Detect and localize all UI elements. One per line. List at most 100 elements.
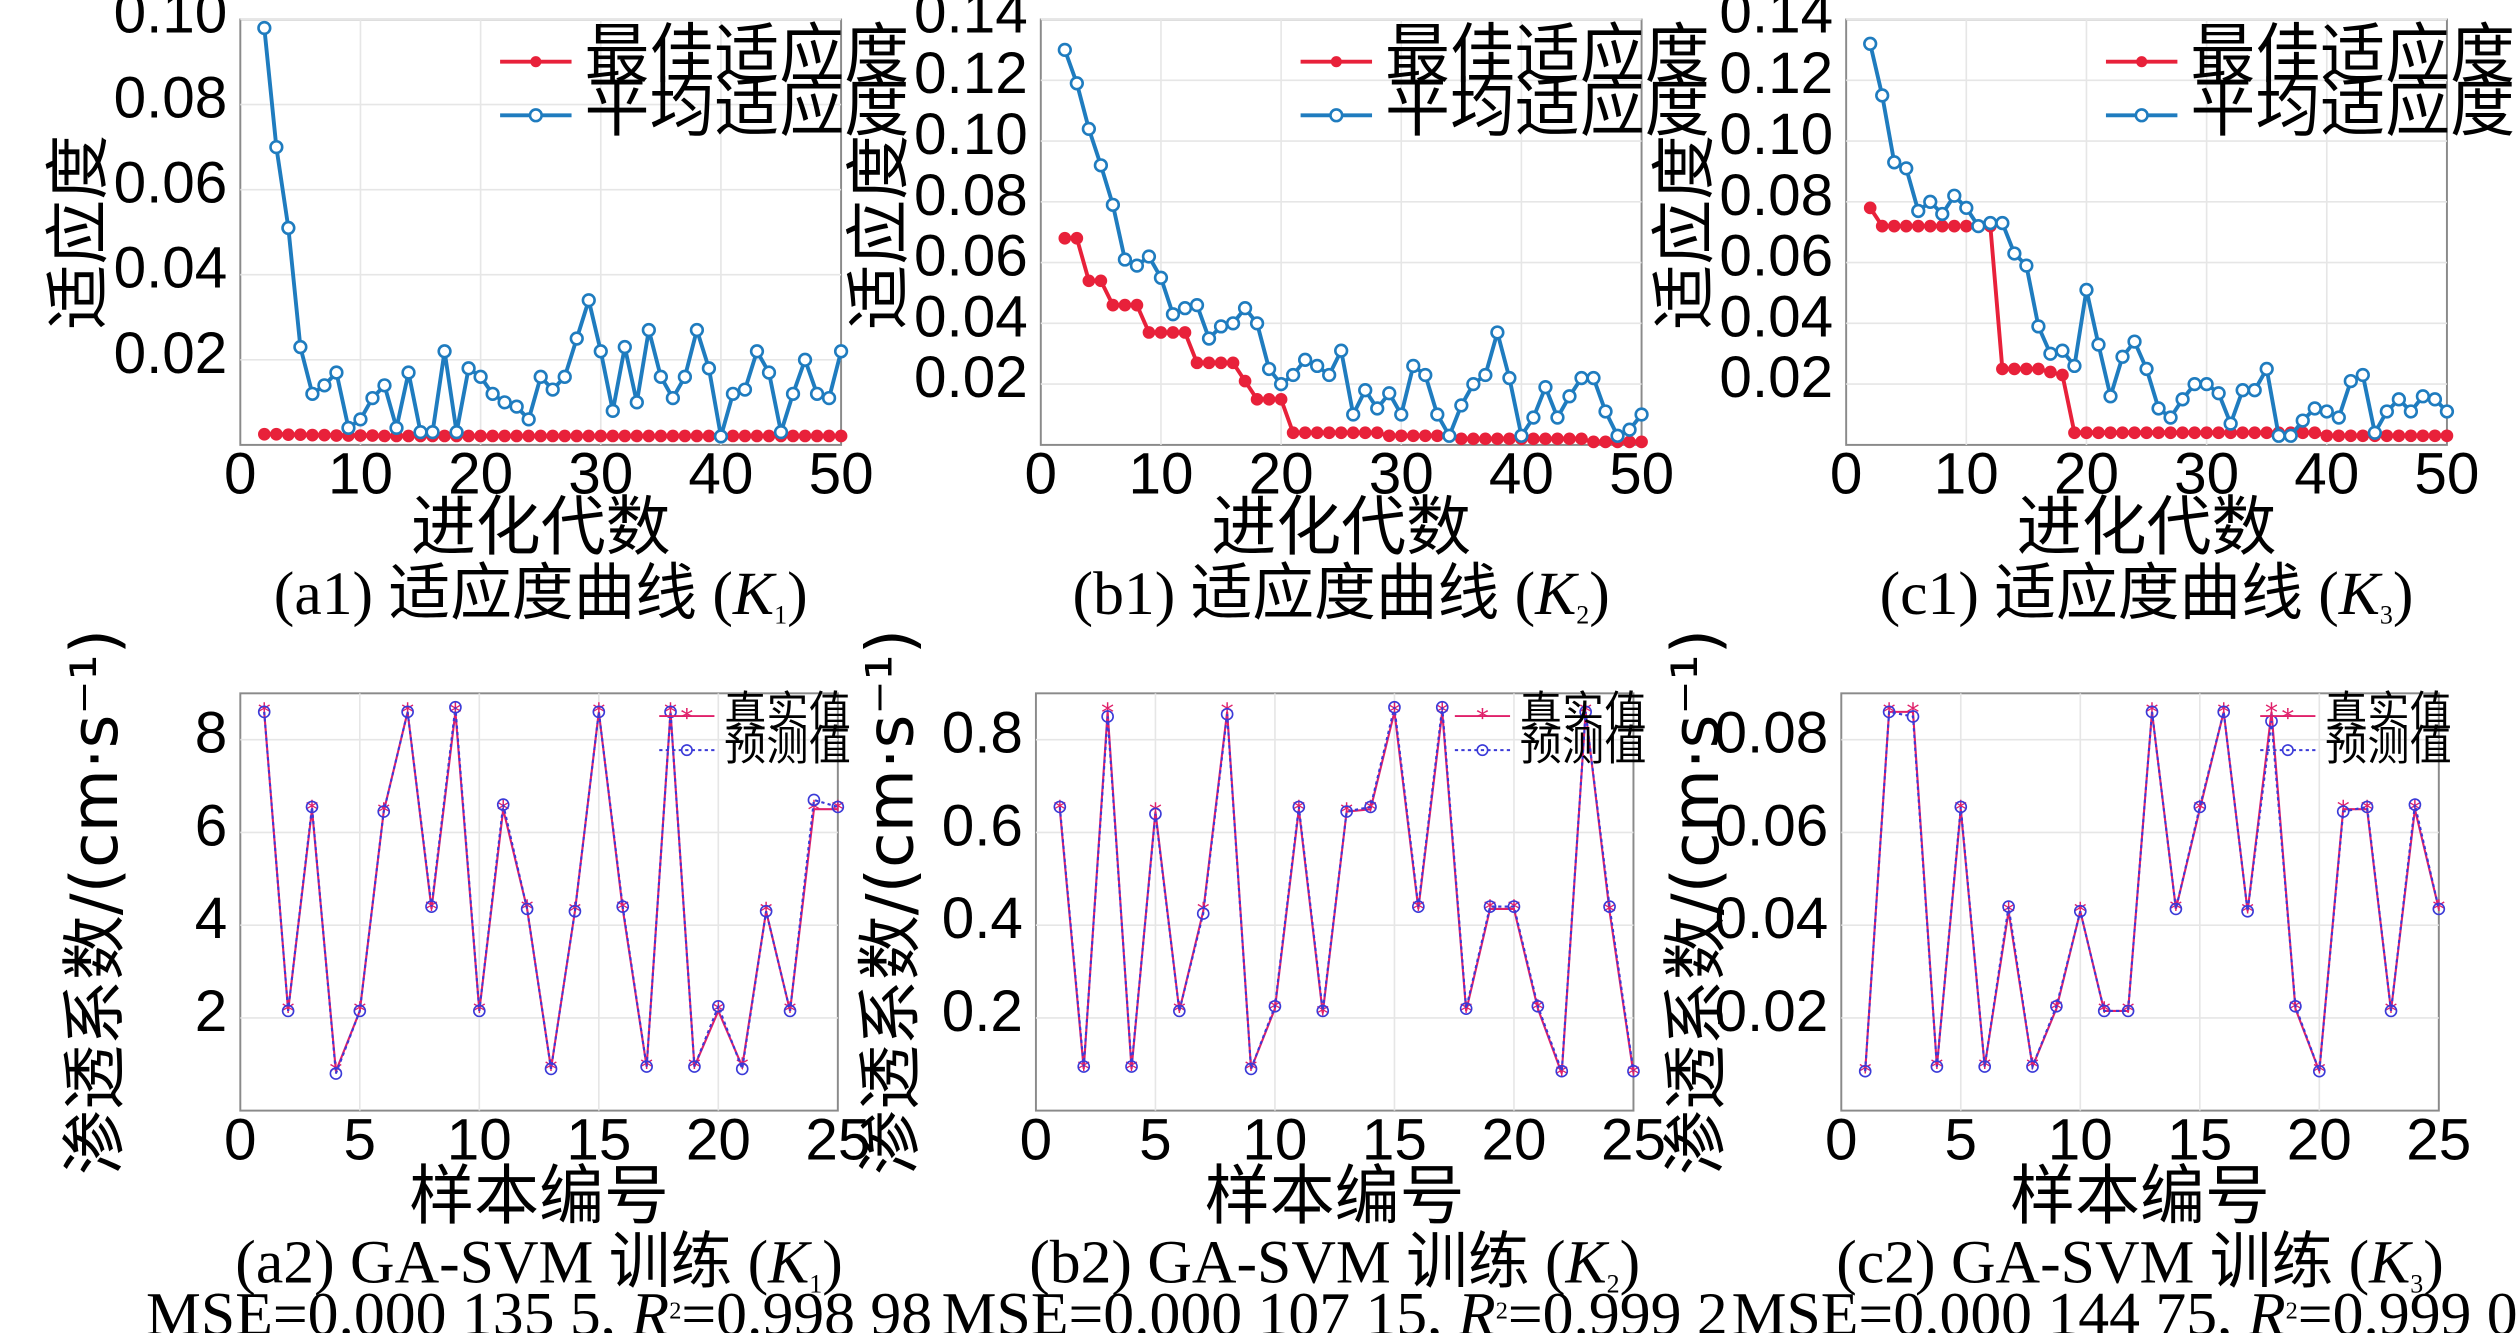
avg-point: [2079, 282, 2094, 298]
avg-point: [605, 403, 620, 419]
true-point: *: [2432, 896, 2445, 926]
best-point: [1575, 432, 1588, 446]
avg-point: [2007, 246, 2022, 261]
pred-point: [1930, 1060, 1944, 1073]
figure-root: 0 10 20 30 40 500.020.040.060.080.10进化代数适应度(a…: [42, 0, 2520, 1333]
caption-k: K: [2338, 560, 2383, 628]
x-tick-label: 50: [809, 442, 874, 507]
panel-caption: (c2) GA-SVM 训练 (K3): [1836, 1229, 2444, 1299]
legend-label-pred: 预测值: [2325, 721, 2452, 770]
panel-caption: (a2) GA-SVM 训练 (K1): [235, 1229, 843, 1299]
y-tick-label: 0.02: [114, 321, 228, 386]
avg-point: [2391, 392, 2407, 407]
pred-point: [449, 700, 462, 714]
pred-point: [2289, 999, 2302, 1013]
series-line-pred: [1058, 706, 1635, 1072]
best-point: [1250, 392, 1264, 406]
y-tick-label: 0.12: [1719, 41, 1833, 106]
x-tick-label: 0: [224, 442, 257, 507]
y-axis-label: 渗透系数/(cm·s⁻¹): [1659, 629, 1734, 1175]
y-axis-label: 适应度: [42, 135, 117, 330]
caption-prefix: (a1) 适应度曲线 (: [274, 560, 733, 628]
avg-point: [1394, 407, 1409, 422]
avg-point: [641, 322, 656, 338]
pred-point: [1388, 700, 1401, 714]
pred-point: [1627, 1064, 1640, 1078]
best-point: [2200, 426, 2213, 440]
panel-caption: (a1) 适应度曲线 (K1): [274, 560, 808, 630]
avg-point: [413, 424, 428, 440]
pred-point: [305, 800, 319, 814]
avg-point: [1105, 197, 1121, 212]
avg-point: [797, 352, 813, 367]
avg-point: [749, 344, 765, 359]
avg-point: [1201, 331, 1217, 346]
caption-sub: 2: [1576, 601, 1589, 630]
pred-point: [1244, 1062, 1258, 1076]
y-tick-label: 0.06: [1719, 224, 1833, 289]
pred-point: [1196, 907, 1210, 920]
x-tick-label: 5: [1139, 1107, 1172, 1172]
x-tick-label: 0: [1025, 442, 1058, 507]
avg-point: [2067, 358, 2082, 374]
series-line-pred: [263, 707, 839, 1074]
true-point: *: [473, 998, 486, 1028]
best-point: [1226, 356, 1240, 370]
metrics-sup: 2: [1496, 1297, 1508, 1324]
y-tick-label: 0.02: [1719, 345, 1833, 410]
y-axis-label: 渗透系数/(cm·s⁻¹): [58, 629, 133, 1175]
y-tick-label: 0.14: [1719, 0, 1833, 45]
y-tick-label: 0.10: [1719, 102, 1833, 167]
caption-k: K: [732, 560, 777, 628]
caption-k: K: [1534, 560, 1579, 628]
best-point: [810, 429, 824, 443]
best-point: [1166, 326, 1180, 339]
y-tick-label: 0.04: [114, 236, 228, 301]
pred-point: [1978, 1060, 1992, 1073]
best-point: [1346, 426, 1360, 440]
best-point: [1491, 432, 1504, 446]
best-point: [354, 429, 367, 442]
x-tick-label: 0: [1020, 1107, 1053, 1172]
pred-point: [1101, 710, 1114, 723]
true-point: *: [568, 898, 581, 928]
x-axis-label: 样本编号: [1205, 1159, 1465, 1234]
best-point: [2344, 429, 2358, 443]
pred-point: [2408, 798, 2422, 811]
avg-point: [737, 382, 753, 397]
y-tick-label: 0.10: [114, 0, 228, 45]
plot-area-a2: [239, 692, 839, 1112]
plot-area-b1: [1039, 18, 1643, 446]
avg-point: [1526, 410, 1541, 425]
true-point: *: [282, 998, 295, 1028]
true-point: *: [784, 998, 797, 1028]
pred-point: [1077, 1060, 1091, 1073]
y-axis-label: 适应度: [842, 135, 917, 330]
best-point: [2152, 426, 2165, 440]
metrics-r: R: [2247, 1281, 2286, 1333]
avg-point: [1442, 428, 1457, 443]
pred-point: [1531, 999, 1545, 1013]
avg-point: [1346, 407, 1361, 422]
y-tick-label: 0.06: [1715, 793, 1829, 858]
caption-suffix: ): [1589, 560, 1610, 628]
best-point: [1106, 298, 1120, 312]
pred-point: [1459, 1002, 1473, 1015]
x-tick-label: 20: [448, 442, 513, 507]
best-point: [1923, 219, 1937, 233]
avg-point: [689, 322, 705, 338]
best-point: [1467, 432, 1480, 446]
best-point: [2128, 426, 2141, 440]
caption-suffix: ): [2423, 1229, 2444, 1297]
best-point: [2188, 426, 2201, 440]
best-point: [2164, 426, 2177, 440]
avg-point: [377, 378, 392, 393]
panel-caption: (b2) GA-SVM 训练 (K2): [1029, 1229, 1640, 1299]
x-axis-label: 进化代数: [2017, 490, 2277, 565]
pred-point: [711, 999, 725, 1013]
panel-a1: 0 10 20 30 40 50 0.02 0.04 0.06 0.08 0.10 进化代数 适应度 (a…: [42, 0, 910, 630]
pred-point: [1292, 800, 1306, 814]
y-tick-label: 6: [195, 793, 228, 858]
avg-point: [593, 344, 608, 359]
avg-point: [461, 361, 476, 376]
